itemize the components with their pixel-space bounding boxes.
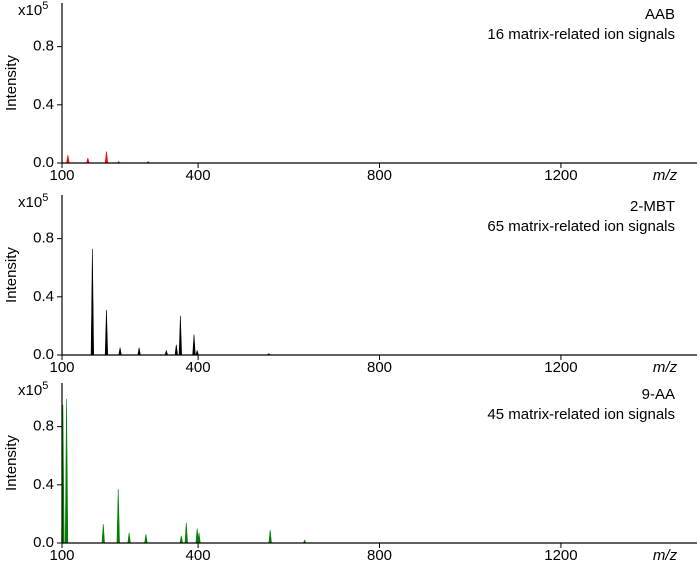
multiplier-exponent: 5 [42,380,48,392]
peak [192,334,196,356]
peak [118,347,122,356]
peak [179,535,183,544]
panel-subtitle: 65 matrix-related ion signals [487,218,675,235]
multiplier-base: x10 [18,382,42,399]
multiplier-exponent: 5 [42,0,48,12]
peak [164,349,169,356]
y-tick-label: 0.8 [33,230,54,247]
y-axis-label: Intensity [3,55,20,111]
y-tick-label: 0.4 [33,288,54,305]
y-tick-label: 0.0 [33,534,54,551]
peak [86,157,90,164]
peak [268,529,272,544]
x-tick-label: 400 [186,167,211,184]
x-axis-label: m/z [653,547,678,561]
x-tick-label: 1200 [544,547,577,561]
peak [178,315,182,356]
peak [90,248,94,356]
peak [104,309,109,356]
y-tick-label: 0.4 [33,96,54,113]
y-tick-label: 0.0 [33,346,54,363]
x-tick-label: 1200 [544,167,577,184]
peak [116,489,120,544]
y-axis-label: Intensity [3,247,20,303]
x-tick-label: 400 [186,359,211,376]
x-tick-label: 1200 [544,359,577,376]
peak [195,349,199,356]
x-tick-label: 100 [49,547,74,561]
y-tick-label: 0.8 [33,418,54,435]
panel-title: 9-AA [642,386,675,403]
x-tick-label: 400 [186,547,211,561]
x-tick-label: 100 [49,167,74,184]
peak [104,151,109,164]
panel-subtitle: 16 matrix-related ion signals [487,26,675,43]
multiplier-exponent: 5 [42,192,48,204]
multiplier: x105 [18,192,48,211]
x-tick-label: 800 [367,167,392,184]
y-tick-label: 0.4 [33,476,54,493]
peak [137,347,141,356]
x-axis-label: m/z [653,359,678,376]
peak [174,344,178,356]
multiplier: x105 [18,0,48,19]
x-tick-label: 100 [49,359,74,376]
multiplier: x105 [18,380,48,399]
x-tick-label: 800 [367,359,392,376]
x-axis-label: m/z [653,167,678,184]
y-tick-label: 0.8 [33,38,54,55]
peak [184,522,188,544]
panel-subtitle: 45 matrix-related ion signals [487,406,675,423]
multiplier-base: x10 [18,194,42,211]
peak [144,534,148,544]
x-tick-label: 800 [367,547,392,561]
peak [66,154,70,164]
y-axis-label: Intensity [3,435,20,491]
multiplier-base: x10 [18,2,42,19]
peak [197,532,201,544]
y-tick-label: 0.0 [33,154,54,171]
peak [127,532,131,544]
peak [64,398,69,544]
panel-title: AAB [645,6,675,23]
panel-title: 2-MBT [630,198,675,215]
peak [101,524,105,544]
